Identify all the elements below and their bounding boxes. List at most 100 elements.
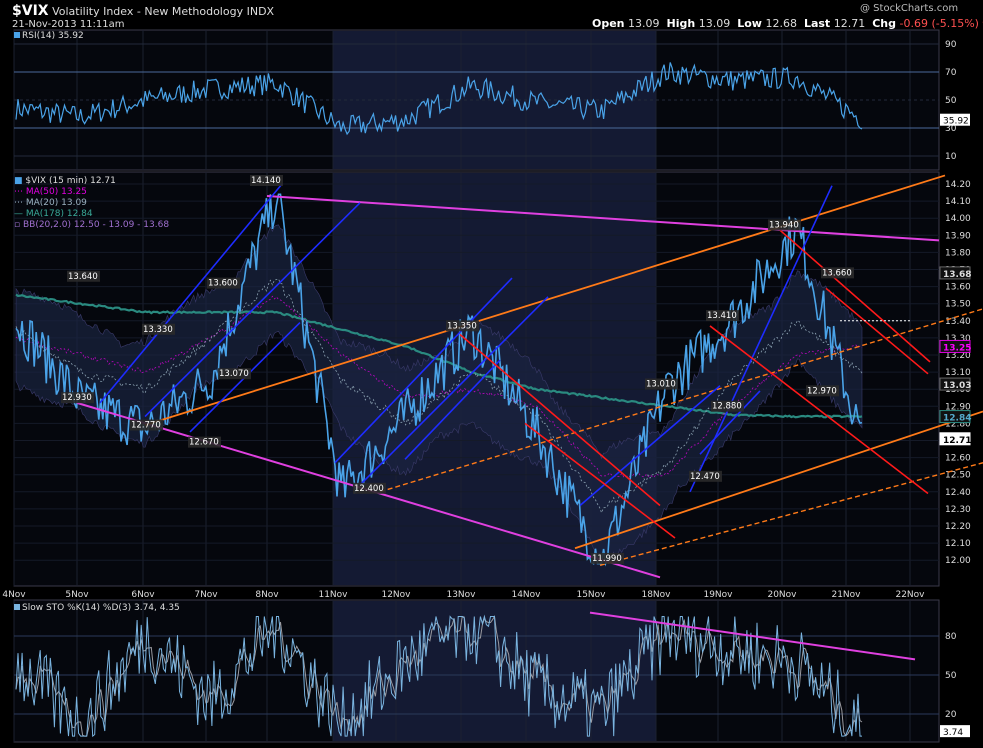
price-legend: ■ $VIX (15 min) 12.71 ⋯ MA(50) 13.25 ⋯ M… bbox=[14, 176, 169, 231]
sto-label: Slow STO %K(14) %D(3) 3.74, 4.35 bbox=[22, 603, 180, 613]
ma20-line bbox=[15, 278, 863, 514]
annotation-bg bbox=[768, 219, 801, 231]
ticker-symbol: $VIX bbox=[12, 3, 49, 19]
legend-swatch-icon: — bbox=[14, 209, 26, 219]
price-tick-label: 13.60 bbox=[945, 283, 971, 293]
sto-last-badge bbox=[940, 725, 970, 738]
price-badge-value: 13.03 bbox=[943, 381, 971, 391]
legend-swatch-icon: ⋯ bbox=[14, 198, 26, 208]
chart-header: $VIX Volatility Index - New Methodology … bbox=[12, 3, 274, 19]
red-channel-line bbox=[779, 229, 931, 363]
orange-channel-mid bbox=[379, 308, 983, 493]
annotation-label: 13.410 bbox=[707, 311, 737, 321]
price-badge-value: 13.68 bbox=[943, 270, 971, 280]
annotation-bg bbox=[446, 320, 479, 332]
x-tick-label: 19Nov bbox=[703, 590, 733, 600]
watermark: @ StockCharts.com bbox=[860, 3, 959, 14]
annotation-label: 12.470 bbox=[690, 472, 720, 482]
annotation-label: 12.880 bbox=[712, 402, 742, 412]
annotation-label: 14.140 bbox=[251, 176, 281, 186]
annotation-label: 13.330 bbox=[143, 325, 173, 335]
annotation-bg bbox=[645, 378, 678, 390]
rsi-last-badge bbox=[940, 113, 970, 126]
annotation-bg bbox=[61, 392, 94, 404]
blue-channel-line bbox=[404, 359, 501, 460]
legend-swatch-icon bbox=[14, 32, 20, 38]
price-badge bbox=[939, 432, 971, 446]
blue-channel-line bbox=[99, 183, 283, 404]
x-tick-label: 5Nov bbox=[65, 590, 89, 600]
sto-tick-label: 20 bbox=[945, 710, 957, 720]
x-tick-label: 8Nov bbox=[255, 590, 279, 600]
red-channel-line bbox=[825, 287, 929, 375]
annotation-bg bbox=[821, 267, 854, 279]
annotation-label: 13.600 bbox=[208, 279, 238, 289]
last-value: 12.71 bbox=[833, 17, 866, 30]
sto-trend-line bbox=[589, 611, 916, 661]
price-tick-label: 12.90 bbox=[945, 402, 971, 412]
annotation-bg bbox=[711, 400, 744, 412]
price-badge bbox=[939, 339, 971, 353]
price-badge bbox=[939, 410, 971, 424]
rsi-tick-label: 30 bbox=[945, 124, 957, 134]
legend-swatch-icon: ⋯ bbox=[14, 187, 26, 197]
orange-channel-lower bbox=[574, 410, 983, 550]
sto-k-line bbox=[15, 614, 862, 738]
annotation-bg bbox=[591, 552, 624, 564]
price-tick-label: 12.30 bbox=[945, 505, 971, 515]
price-tick-label: 13.20 bbox=[945, 351, 971, 361]
price-badge-value: 12.71 bbox=[943, 436, 971, 446]
price-badge-value: 13.25 bbox=[943, 343, 971, 353]
price-tick-label: 12.60 bbox=[945, 454, 971, 464]
open-value: 13.09 bbox=[628, 17, 660, 30]
price-tick-label: 13.40 bbox=[945, 317, 971, 327]
annotation-bg bbox=[188, 436, 221, 448]
rsi-tick-label: 90 bbox=[945, 40, 957, 50]
red-channel-line bbox=[709, 325, 929, 495]
x-tick-label: 11Nov bbox=[318, 590, 348, 600]
annotation-bg bbox=[130, 419, 163, 431]
bollinger-band bbox=[15, 224, 863, 567]
blue-channel-line bbox=[579, 385, 721, 507]
price-tick-label: 13.90 bbox=[945, 231, 971, 241]
price-badge-value: 12.84 bbox=[943, 414, 971, 424]
red-channel-line bbox=[524, 422, 676, 539]
blue-channel-line bbox=[334, 277, 513, 464]
annotation-bg bbox=[207, 277, 240, 289]
rsi-legend: RSI(14) 35.92 bbox=[14, 31, 84, 42]
x-tick-label: 12Nov bbox=[381, 590, 411, 600]
annotation-bg bbox=[689, 470, 722, 482]
legend-swatch-icon: ▫ bbox=[14, 220, 23, 230]
legend-item-bb: ▫ BB(20,2.0) 12.50 - 13.09 - 13.68 bbox=[14, 220, 170, 230]
blue-channel-line bbox=[144, 202, 361, 418]
price-tick-label: 14.10 bbox=[945, 197, 971, 207]
price-tick-label: 12.80 bbox=[945, 419, 971, 429]
price-tick-label: 12.40 bbox=[945, 488, 971, 498]
legend-swatch-icon bbox=[14, 604, 20, 610]
price-badge bbox=[939, 266, 971, 280]
x-tick-label: 18Nov bbox=[641, 590, 671, 600]
legend-swatch-icon: ■ bbox=[14, 176, 26, 186]
legend-item-ma20: ⋯ MA(20) 13.09 bbox=[14, 198, 87, 208]
x-tick-label: 15Nov bbox=[576, 590, 606, 600]
annotation-label: 12.930 bbox=[62, 393, 92, 403]
rsi-tick-label: 70 bbox=[945, 68, 957, 78]
chg-label: Chg bbox=[872, 17, 896, 30]
annotation-bg bbox=[706, 310, 739, 322]
legend-item-price: ■ $VIX (15 min) 12.71 bbox=[14, 176, 116, 186]
x-tick-label: 7Nov bbox=[194, 590, 218, 600]
annotation-label: 13.660 bbox=[822, 268, 852, 278]
orange-channel-lower-dashed bbox=[599, 462, 983, 567]
sto-last-value: 3.74 bbox=[943, 728, 963, 738]
last-label: Last bbox=[803, 17, 831, 30]
low-value: 12.68 bbox=[765, 17, 797, 30]
price-tick-label: 12.00 bbox=[945, 556, 971, 566]
annotation-label: 12.400 bbox=[354, 484, 384, 494]
x-tick-label: 20Nov bbox=[767, 590, 797, 600]
annotation-bg bbox=[142, 323, 175, 335]
annotation-label: 13.350 bbox=[447, 321, 477, 331]
annotation-label: 12.770 bbox=[131, 421, 161, 431]
high-label: High bbox=[666, 17, 696, 30]
annotation-bg bbox=[353, 482, 386, 494]
